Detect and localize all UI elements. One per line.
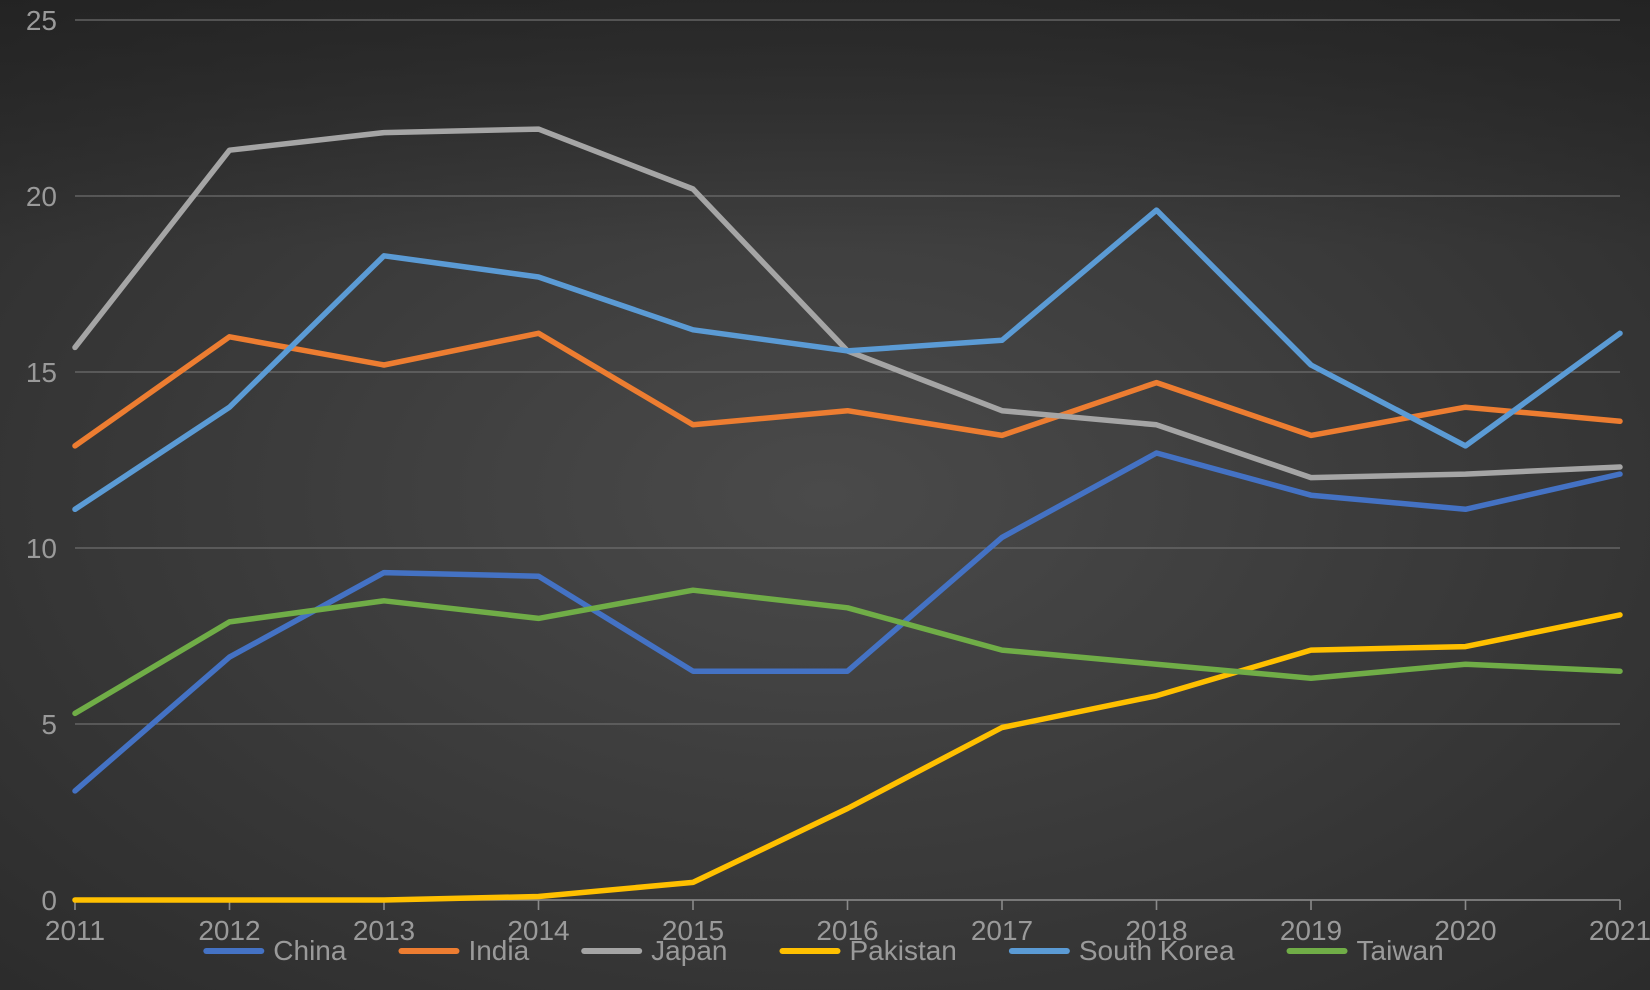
legend-label: Taiwan [1357,935,1444,966]
x-tick-label: 2013 [353,915,415,946]
y-tick-label: 25 [26,5,57,36]
legend-label: Pakistan [849,935,956,966]
legend-label: South Korea [1079,935,1235,966]
y-tick-label: 10 [26,533,57,564]
x-tick-label: 2012 [198,915,260,946]
chart-svg: 0510152025201120122013201420152016201720… [0,0,1650,990]
x-tick-label: 2017 [971,915,1033,946]
x-tick-label: 2019 [1280,915,1342,946]
y-tick-label: 15 [26,357,57,388]
legend-label: India [468,935,529,966]
y-tick-label: 20 [26,181,57,212]
x-tick-label: 2011 [45,915,105,946]
line-chart: 0510152025201120122013201420152016201720… [0,0,1650,990]
y-tick-label: 0 [41,885,57,916]
y-tick-label: 5 [41,709,57,740]
x-tick-label: 2021 [1589,915,1650,946]
legend-label: China [273,935,347,966]
legend-label: Japan [651,935,727,966]
